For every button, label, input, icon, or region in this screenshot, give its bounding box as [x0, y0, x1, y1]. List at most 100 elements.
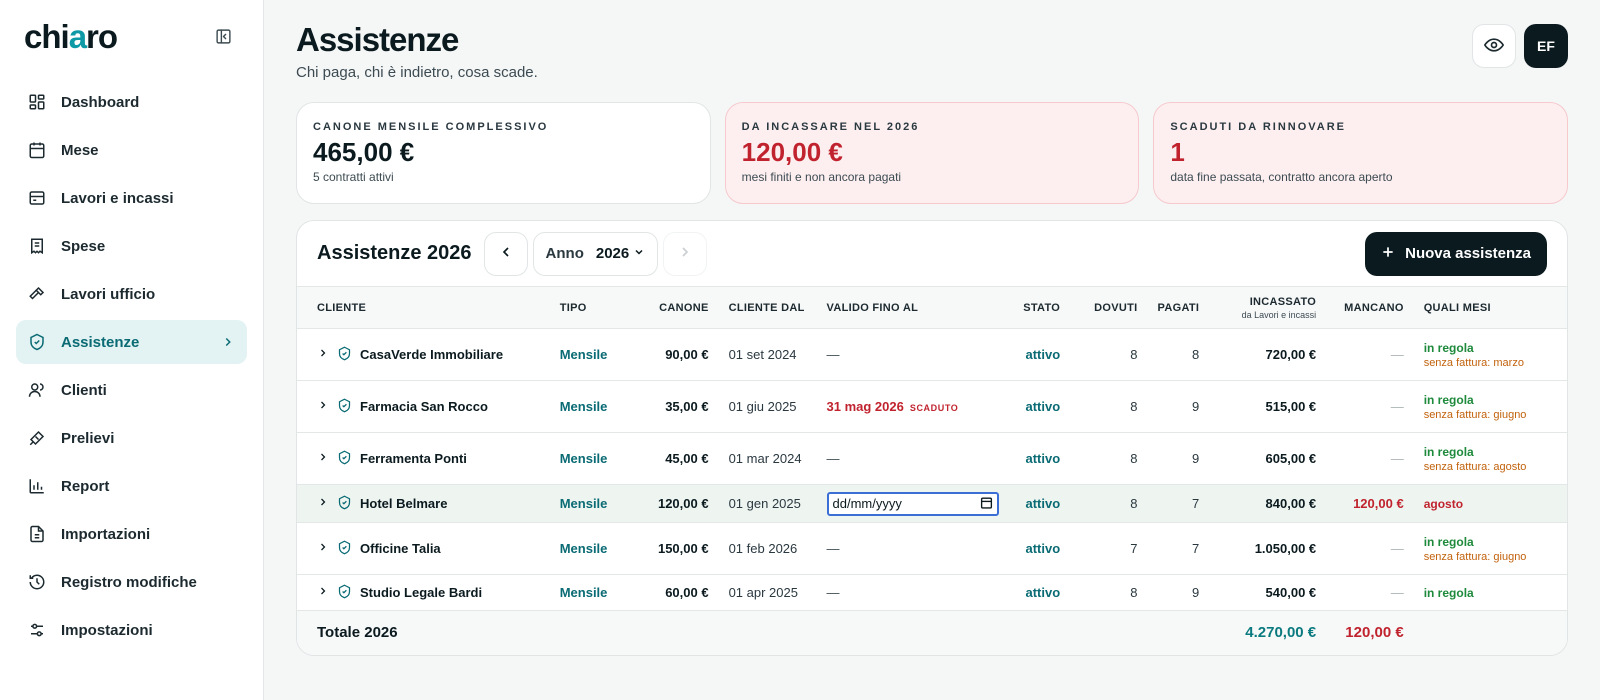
- cell-valido[interactable]: —: [820, 432, 1005, 485]
- sidebar-item-lavori-ufficio[interactable]: Lavori ufficio: [16, 272, 247, 316]
- avatar[interactable]: EF: [1524, 24, 1568, 68]
- sidebar-item-label: Importazioni: [61, 525, 151, 543]
- col-header-stato[interactable]: STATO: [1023, 301, 1061, 314]
- col-header-cliente-dal[interactable]: CLIENTE DAL: [728, 301, 805, 314]
- next-year-button[interactable]: [663, 231, 708, 276]
- cell-mancano: 120,00 €: [1322, 484, 1410, 523]
- valido-date-input[interactable]: dd/mm/yyyy: [826, 491, 999, 516]
- table-row[interactable]: Officine Talia Mensile 150,00 € 01 feb 2…: [297, 522, 1567, 575]
- sidebar-item-impostazioni[interactable]: Impostazioni: [16, 608, 247, 652]
- table-row[interactable]: Ferramenta Ponti Mensile 45,00 € 01 mar …: [297, 432, 1567, 485]
- chevron-right-icon: [677, 244, 693, 263]
- cell-valido[interactable]: —: [820, 328, 1005, 381]
- cell-dovuti: 8: [1066, 484, 1144, 523]
- shield-check-icon: [337, 450, 352, 468]
- sidebar-item-prelievi[interactable]: Prelievi: [16, 416, 247, 460]
- year-select-label: Anno: [545, 245, 584, 262]
- kpi-value: 465,00 €: [313, 137, 415, 167]
- col-header-cliente[interactable]: CLIENTE: [317, 301, 367, 314]
- sidebar-item-label: Lavori ufficio: [61, 285, 156, 303]
- cell-stato: attivo: [1004, 522, 1067, 575]
- table-row[interactable]: Studio Legale Bardi Mensile 60,00 € 01 a…: [297, 574, 1567, 611]
- cell-stato: attivo: [1004, 380, 1067, 433]
- cell-dovuti: 8: [1066, 574, 1144, 611]
- cell-tipo: Mensile: [553, 432, 636, 485]
- expand-chevron-icon[interactable]: [317, 399, 329, 414]
- cell-dovuti: 8: [1066, 328, 1144, 381]
- cell-cliente: Officine Talia: [297, 522, 554, 575]
- col-header-incassato[interactable]: INCASSATO da Lavori e incassi: [1205, 287, 1322, 329]
- main-content: Assistenze Chi paga, chi è indietro, cos…: [264, 0, 1600, 700]
- cell-canone: 45,00 €: [635, 432, 715, 485]
- shield-check-icon: [337, 584, 352, 602]
- kpi-card-canone: CANONE MENSILE COMPLESSIVO 465,00 € 5 co…: [296, 102, 711, 204]
- sidebar-item-report[interactable]: Report: [16, 464, 247, 508]
- cell-dovuti: 7: [1066, 522, 1144, 575]
- client-name: Ferramenta Ponti: [360, 451, 467, 466]
- shield-check-icon: [337, 540, 352, 558]
- sidebar-item-mese[interactable]: Mese: [16, 128, 247, 172]
- cell-valido[interactable]: —: [820, 522, 1005, 575]
- sidebar-item-importazioni[interactable]: Importazioni: [16, 512, 247, 556]
- cell-incassato: 840,00 €: [1205, 484, 1323, 523]
- sidebar-item-label: Assistenze: [61, 333, 140, 351]
- col-header-pagati[interactable]: PAGATI: [1157, 301, 1200, 314]
- table-row[interactable]: CasaVerde Immobiliare Mensile 90,00 € 01…: [297, 328, 1567, 381]
- sidebar-item-label: Dashboard: [61, 93, 140, 111]
- client-cell: Hotel Belmare: [317, 495, 548, 513]
- year-select[interactable]: Anno 2026: [532, 231, 659, 276]
- sidebar-item-spese[interactable]: Spese: [16, 224, 247, 268]
- expand-chevron-icon[interactable]: [317, 496, 329, 511]
- table-row-editing[interactable]: Hotel Belmare Mensile 120,00 € 01 gen 20…: [297, 484, 1567, 523]
- col-header-valido[interactable]: VALIDO FINO AL: [826, 301, 919, 314]
- cell-pagati: 9: [1143, 574, 1206, 611]
- calendar-picker-icon[interactable]: [980, 496, 993, 512]
- table-row[interactable]: Farmacia San Rocco Mensile 35,00 € 01 gi…: [297, 380, 1567, 433]
- cell-valido[interactable]: 31 mag 2026 SCADUTO: [820, 380, 1005, 433]
- sidebar-collapse-icon[interactable]: [211, 24, 235, 48]
- col-header-canone[interactable]: CANONE: [659, 301, 709, 314]
- sidebar-item-assistenze[interactable]: Assistenze: [16, 320, 247, 364]
- client-cell: Farmacia San Rocco: [317, 398, 548, 416]
- sidebar-item-label: Registro modifiche: [61, 573, 197, 591]
- cell-mancano: —: [1322, 380, 1410, 433]
- cell-cliente-dal: 01 set 2024: [714, 328, 821, 381]
- new-assistenza-button[interactable]: Nuova assistenza: [1365, 231, 1547, 276]
- previous-year-button[interactable]: [483, 231, 528, 276]
- kpi-value: 1: [1170, 137, 1185, 167]
- logo-text-accent: a: [68, 17, 87, 55]
- cell-mesi: in regola senza fattura: marzo: [1409, 328, 1567, 381]
- cell-cliente: Studio Legale Bardi: [297, 574, 554, 611]
- sidebar-item-dashboard[interactable]: Dashboard: [16, 80, 247, 124]
- calendar-icon: [28, 141, 46, 159]
- col-header-mesi[interactable]: QUALI MESI: [1423, 301, 1491, 314]
- toggle-visibility-button[interactable]: [1472, 24, 1516, 68]
- logo[interactable]: chiaro: [24, 17, 118, 55]
- cell-incassato: 540,00 €: [1205, 574, 1323, 611]
- sidebar-item-label: Prelievi: [61, 429, 115, 447]
- expand-chevron-icon[interactable]: [317, 347, 329, 362]
- expand-chevron-icon[interactable]: [317, 451, 329, 466]
- cell-mancano: —: [1322, 328, 1410, 381]
- col-header-dovuti[interactable]: DOVUTI: [1094, 301, 1138, 314]
- col-header-mancano[interactable]: MANCANO: [1344, 301, 1404, 314]
- cell-tipo: Mensile: [553, 574, 636, 611]
- col-header-tipo[interactable]: TIPO: [559, 301, 587, 314]
- cell-cliente: Farmacia San Rocco: [297, 380, 554, 433]
- sidebar-item-clienti[interactable]: Clienti: [16, 368, 247, 412]
- expand-chevron-icon[interactable]: [317, 541, 329, 556]
- kpi-label: DA INCASSARE NEL 2026: [741, 121, 920, 133]
- sidebar-item-lavori-incassi[interactable]: Lavori e incassi: [16, 176, 247, 220]
- client-name: Hotel Belmare: [360, 496, 448, 511]
- cell-incassato: 605,00 €: [1205, 432, 1323, 485]
- page-subtitle: Chi paga, chi è indietro, cosa scade.: [296, 64, 538, 82]
- cell-valido[interactable]: —: [820, 574, 1005, 611]
- sidebar-item-label: Impostazioni: [61, 621, 153, 639]
- expand-chevron-icon[interactable]: [317, 585, 329, 600]
- client-cell: Studio Legale Bardi: [317, 584, 548, 602]
- cell-cliente: Hotel Belmare: [297, 484, 554, 523]
- sidebar-item-registro-modifiche[interactable]: Registro modifiche: [16, 560, 247, 604]
- scaduto-badge: SCADUTO: [909, 403, 959, 413]
- mesi-status: in regola: [1423, 392, 1474, 407]
- mesi-status: in regola: [1423, 340, 1474, 355]
